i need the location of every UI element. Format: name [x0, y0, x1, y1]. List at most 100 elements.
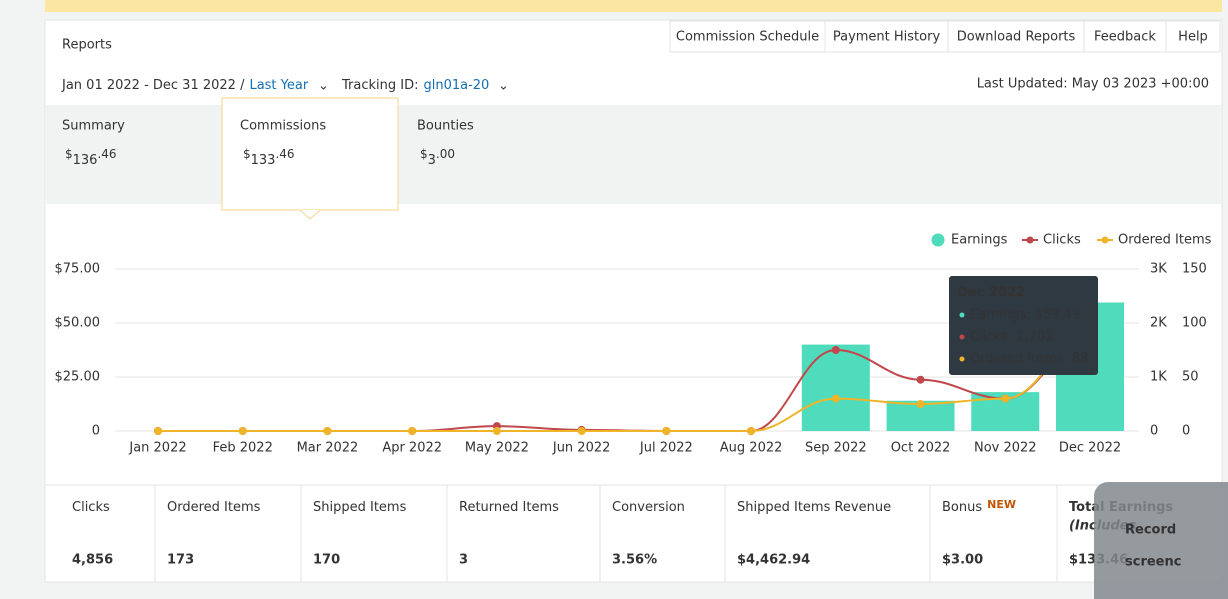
- x-tick-label: Nov 2022: [974, 441, 1037, 456]
- amount-whole: 133: [251, 153, 276, 168]
- legend-marker: [1026, 236, 1034, 244]
- nav-button[interactable]: [824, 20, 949, 53]
- y2-tick-label: 1K: [1150, 370, 1167, 385]
- x-tick-label: Jan 2022: [128, 441, 186, 456]
- point: [831, 346, 840, 354]
- currency: $: [243, 147, 251, 161]
- currency: $: [65, 147, 73, 161]
- point: [492, 427, 501, 435]
- amount-cents: .46: [97, 147, 116, 161]
- y-tick-label: $75.00: [55, 262, 101, 277]
- tracking-filter[interactable]: Tracking ID: gln01a-20: [341, 78, 489, 93]
- stat-name: Ordered Items: [167, 500, 261, 515]
- stat-label: Ordered Items: [167, 500, 261, 515]
- x-tick-label: Sep 2022: [805, 441, 867, 456]
- y-tick-label: $50.00: [55, 316, 101, 331]
- x-tick-label: Dec 2022: [1059, 441, 1121, 456]
- point: [408, 427, 417, 435]
- point: [1001, 394, 1010, 403]
- stat-value: 170: [313, 553, 340, 568]
- y-tick-label: 0: [92, 424, 100, 439]
- x-tick-label: May 2022: [465, 441, 529, 456]
- badge: NEW: [987, 498, 1016, 511]
- tab-label[interactable]: Summary: [62, 119, 125, 134]
- tooltip-line: Clicks: 1,701: [970, 330, 1053, 345]
- page-title: Reports: [62, 38, 112, 53]
- banner: [45, 0, 1222, 12]
- tooltip-line: Earnings: $59.49: [970, 308, 1080, 323]
- tab-label[interactable]: Bounties: [417, 119, 474, 134]
- point: [238, 427, 247, 435]
- date-range: Jan 01 2022 - Dec 31 2022 /: [61, 78, 245, 93]
- bar: [801, 344, 870, 431]
- x-tick-label: Jun 2022: [552, 441, 611, 456]
- legend-label[interactable]: Clicks: [1043, 233, 1081, 248]
- tooltip-line: Ordered Items: 88: [970, 352, 1088, 367]
- point: [154, 427, 162, 435]
- x-tick-label: Oct 2022: [891, 441, 951, 456]
- stat-name: Clicks: [72, 500, 110, 515]
- tab-amount: $136.46: [65, 147, 117, 168]
- amount-cents: .46: [275, 147, 294, 161]
- tooltip: [949, 276, 1098, 375]
- point: [662, 427, 671, 435]
- nav-label[interactable]: Feedback: [1094, 30, 1156, 45]
- period: Last Year: [249, 78, 308, 93]
- x-tick-label: Aug 2022: [720, 441, 783, 456]
- tracking-label: Tracking ID:: [341, 78, 418, 93]
- nav-button[interactable]: [1083, 20, 1167, 53]
- x-tick-label: Mar 2022: [297, 441, 359, 456]
- stat-label: Returned Items: [459, 500, 559, 515]
- overlay-text: Record: [1125, 523, 1176, 538]
- y3-tick-label: 100: [1182, 316, 1207, 331]
- legend-marker: [1101, 236, 1109, 244]
- nav-label[interactable]: Download Reports: [957, 30, 1076, 45]
- point: [916, 375, 925, 384]
- tab-amount: $3.00: [420, 147, 455, 168]
- stat-value: $4,462.94: [737, 553, 810, 568]
- tab-amount: $133.46: [243, 147, 295, 168]
- x-tick-label: Apr 2022: [382, 441, 442, 456]
- stat-label: Shipped Items: [313, 500, 407, 515]
- legend-label[interactable]: Ordered Items: [1118, 233, 1212, 248]
- tab-pointer: [299, 209, 321, 220]
- line: [158, 334, 1091, 433]
- x-tick-label: Feb 2022: [213, 441, 273, 456]
- y2-tick-label: 0: [1150, 424, 1158, 439]
- date-filter[interactable]: Jan 01 2022 - Dec 31 2022 / Last Year: [61, 78, 309, 93]
- tab-label[interactable]: Commissions: [240, 119, 326, 134]
- point: [747, 427, 756, 435]
- stat-label: Clicks: [72, 500, 110, 515]
- stat-name: Conversion: [612, 500, 685, 515]
- y2-tick-label: 2K: [1150, 316, 1167, 331]
- tooltip-dot: [959, 334, 965, 340]
- point: [577, 427, 586, 435]
- y3-tick-label: 150: [1182, 262, 1207, 277]
- currency: $: [420, 147, 428, 161]
- y-tick-label: $25.00: [55, 370, 101, 385]
- last-updated: Last Updated: May 03 2023 +00:00: [977, 77, 1209, 92]
- active-tab: [221, 97, 399, 211]
- point: [831, 394, 840, 403]
- nav-label[interactable]: Commission Schedule: [676, 30, 819, 45]
- legend-marker: [931, 233, 945, 247]
- tooltip-dot: [959, 312, 965, 318]
- record-overlay[interactable]: [1094, 482, 1228, 599]
- y3-tick-label: 0: [1182, 424, 1190, 439]
- x-tick-label: Jul 2022: [639, 441, 693, 456]
- y3-tick-label: 50: [1182, 370, 1199, 385]
- nav-label[interactable]: Payment History: [833, 30, 941, 45]
- stat-value: $3.00: [942, 553, 983, 568]
- nav-button[interactable]: [947, 20, 1085, 53]
- legend-label[interactable]: Earnings: [951, 233, 1008, 248]
- point: [916, 400, 925, 408]
- nav-button[interactable]: [1165, 20, 1221, 53]
- nav-label[interactable]: Help: [1178, 30, 1208, 45]
- stat-value: 4,856: [72, 553, 113, 568]
- point: [323, 427, 332, 435]
- overlay-text: screenc: [1125, 555, 1181, 570]
- stat-label: Conversion: [612, 500, 685, 515]
- chevron: ⌄: [318, 79, 329, 94]
